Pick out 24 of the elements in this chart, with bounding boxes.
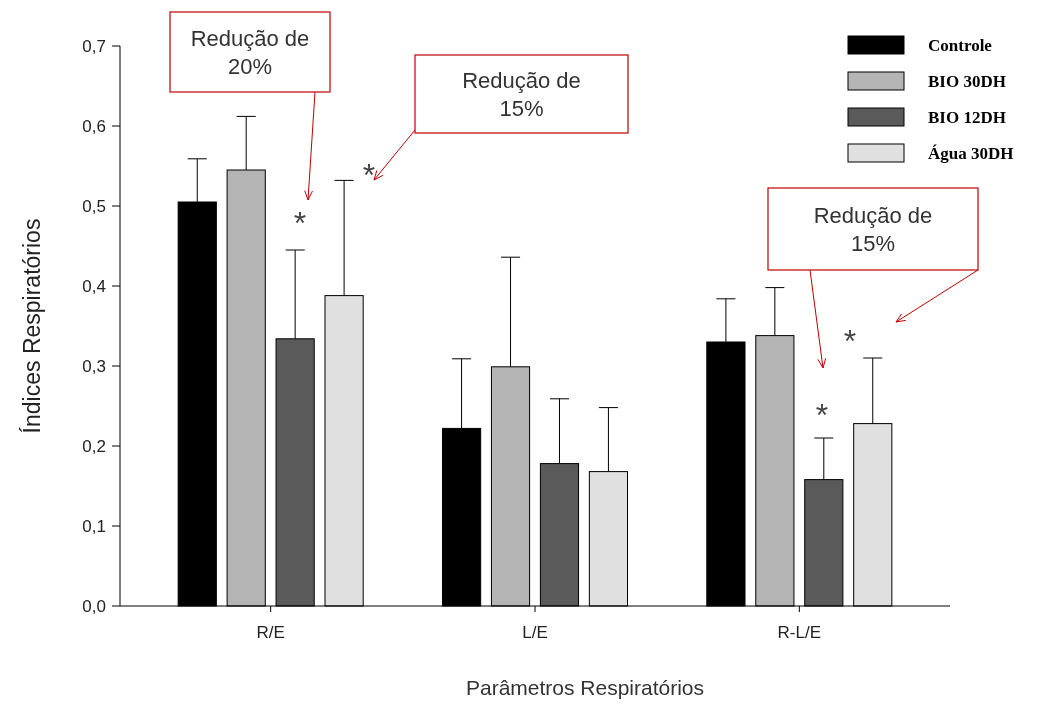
annotation: * xyxy=(293,205,307,241)
y-tick-label: 0,0 xyxy=(82,596,106,616)
y-tick-label: 0,3 xyxy=(82,356,106,376)
annotation: * xyxy=(362,157,376,193)
y-axis-title: Índices Respiratórios xyxy=(19,218,45,434)
y-tick-label: 0,5 xyxy=(82,196,106,216)
y-tick-label: 0,7 xyxy=(82,36,106,56)
legend-label: BIO 12DH xyxy=(928,107,1006,127)
y-tick-label: 0,2 xyxy=(82,436,106,456)
x-tick-label: R-L/E xyxy=(777,623,822,642)
legend-label: BIO 30DH xyxy=(928,71,1006,91)
y-tick-label: 0,1 xyxy=(82,516,106,536)
x-tick-label: R/E xyxy=(256,623,285,642)
annotation: Redução de 15% xyxy=(813,202,933,256)
x-axis-title: Parâmetros Respiratórios xyxy=(465,676,705,699)
y-tick-label: 0,4 xyxy=(82,276,106,296)
annotation: Redução de 15% xyxy=(462,67,581,121)
annotation: * xyxy=(815,397,829,433)
y-tick-label: 0,6 xyxy=(82,116,106,136)
x-tick-label: L/E xyxy=(522,623,548,642)
legend-label: Água 30DH xyxy=(928,143,1014,163)
annotation: Redução de 20% xyxy=(190,25,310,79)
annotation: * xyxy=(843,323,857,359)
legend-label: Controle xyxy=(928,35,993,55)
